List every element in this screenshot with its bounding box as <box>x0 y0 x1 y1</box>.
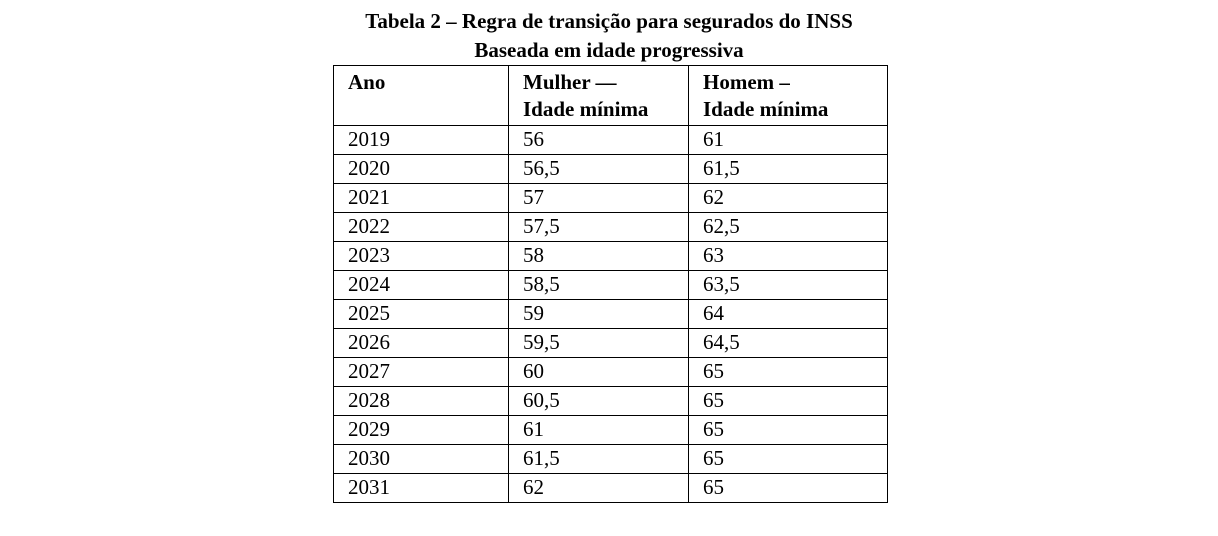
cell-ano: 2027 <box>333 357 509 387</box>
cell-homem-idade: 65 <box>688 386 888 416</box>
cell-ano: 2025 <box>333 299 509 329</box>
cell-homem-idade: 63,5 <box>688 270 888 300</box>
cell-homem-idade: 64 <box>688 299 888 329</box>
header-mulher-sublabel: Idade mínima <box>523 97 649 121</box>
cell-mulher-idade: 58,5 <box>508 270 689 300</box>
table-body: 2019 56 61 2020 56,5 61,5 2021 57 62 2022 57,5 62,5… <box>333 125 888 503</box>
cell-ano: 2020 <box>333 154 509 184</box>
table-row: 2027 60 65 <box>333 357 888 387</box>
cell-mulher-idade: 58 <box>508 241 689 271</box>
table-row: 2023 58 63 <box>333 241 888 271</box>
cell-mulher-idade: 61,5 <box>508 444 689 474</box>
cell-mulher-idade: 60,5 <box>508 386 689 416</box>
header-homem: Homem – Idade mínima <box>688 65 888 126</box>
cell-mulher-idade: 57 <box>508 183 689 213</box>
cell-homem-idade: 64,5 <box>688 328 888 358</box>
table-row: 2030 61,5 65 <box>333 444 888 474</box>
table-row: 2022 57,5 62,5 <box>333 212 888 242</box>
table-row: 2029 61 65 <box>333 415 888 445</box>
cell-mulher-idade: 59 <box>508 299 689 329</box>
cell-homem-idade: 61 <box>688 125 888 155</box>
cell-ano: 2031 <box>333 473 509 503</box>
cell-ano: 2024 <box>333 270 509 300</box>
table-title: Tabela 2 – Regra de transição para segur… <box>365 9 853 33</box>
cell-mulher-idade: 56,5 <box>508 154 689 184</box>
cell-homem-idade: 65 <box>688 415 888 445</box>
header-ano-label: Ano <box>348 70 386 94</box>
header-homem-label: Homem – <box>703 70 790 94</box>
table-row: 2019 56 61 <box>333 125 888 155</box>
cell-mulher-idade: 61 <box>508 415 689 445</box>
cell-ano: 2026 <box>333 328 509 358</box>
table-subtitle: Baseada em idade progressiva <box>474 38 744 62</box>
header-ano: Ano <box>333 65 509 126</box>
header-homem-sublabel: Idade mínima <box>703 97 829 121</box>
table-row: 2021 57 62 <box>333 183 888 213</box>
cell-mulher-idade: 62 <box>508 473 689 503</box>
cell-ano: 2028 <box>333 386 509 416</box>
cell-ano: 2019 <box>333 125 509 155</box>
cell-mulher-idade: 60 <box>508 357 689 387</box>
cell-homem-idade: 65 <box>688 444 888 474</box>
cell-homem-idade: 65 <box>688 473 888 503</box>
table-row: 2026 59,5 64,5 <box>333 328 888 358</box>
cell-homem-idade: 62 <box>688 183 888 213</box>
header-mulher-label: Mulher — <box>523 70 617 94</box>
cell-ano: 2022 <box>333 212 509 242</box>
header-mulher: Mulher — Idade mínima <box>508 65 689 126</box>
cell-ano: 2021 <box>333 183 509 213</box>
cell-homem-idade: 63 <box>688 241 888 271</box>
cell-homem-idade: 62,5 <box>688 212 888 242</box>
table-row: 2024 58,5 63,5 <box>333 270 888 300</box>
cell-homem-idade: 65 <box>688 357 888 387</box>
cell-ano: 2030 <box>333 444 509 474</box>
table-row: 2028 60,5 65 <box>333 386 888 416</box>
table-row: 2020 56,5 61,5 <box>333 154 888 184</box>
table-row: 2025 59 64 <box>333 299 888 329</box>
cell-mulher-idade: 59,5 <box>508 328 689 358</box>
cell-mulher-idade: 56 <box>508 125 689 155</box>
cell-mulher-idade: 57,5 <box>508 212 689 242</box>
cell-ano: 2023 <box>333 241 509 271</box>
cell-ano: 2029 <box>333 415 509 445</box>
cell-homem-idade: 61,5 <box>688 154 888 184</box>
table-header-row: Ano Mulher — Idade mínima Homem – Idade … <box>333 65 888 126</box>
transition-rule-table: Ano Mulher — Idade mínima Homem – Idade … <box>333 65 888 503</box>
table-row: 2031 62 65 <box>333 473 888 503</box>
